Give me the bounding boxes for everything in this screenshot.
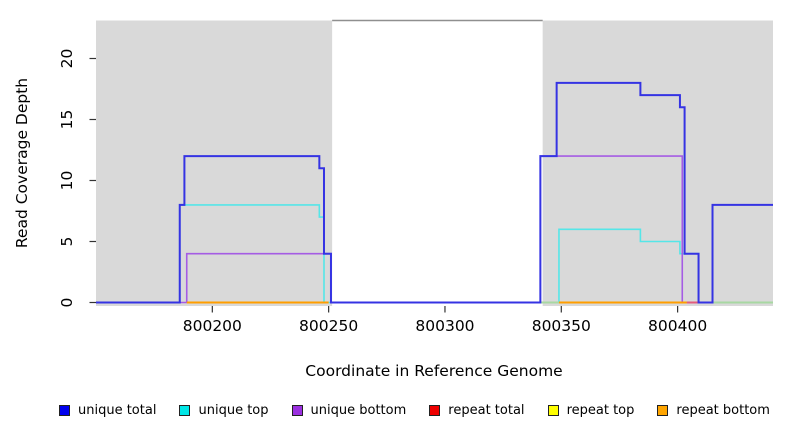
unique-total-swatch xyxy=(59,404,70,416)
y-tick-label: 10 xyxy=(58,171,76,191)
panel-left xyxy=(96,20,333,306)
legend-item-repeat-top: repeat top xyxy=(547,402,635,418)
plot-axes: 800200 800250 800300 800350 800400 0 5 10 15 20 xyxy=(58,49,707,335)
plot-panels xyxy=(96,19,773,306)
y-tick-label: 5 xyxy=(58,237,76,247)
unique-bottom-swatch xyxy=(291,404,303,416)
x-tick-label: 800300 xyxy=(415,317,474,335)
y-tick-label: 20 xyxy=(58,49,76,69)
unique-total-line xyxy=(96,81,773,304)
legend-label-unique-bottom: unique bottom xyxy=(310,402,407,418)
legend-label-unique-total: unique total xyxy=(78,402,157,418)
repeat-bottom-swatch xyxy=(657,404,669,416)
legend-label-repeat-bottom: repeat bottom xyxy=(676,402,770,418)
x-tick-label: 800400 xyxy=(648,317,707,335)
repeat-top-swatch xyxy=(547,404,559,416)
legend: unique total unique top unique bottom repea… xyxy=(0,399,792,421)
y-axis-label: Read Coverage Depth xyxy=(13,78,31,248)
legend-item-repeat-bottom: repeat bottom xyxy=(657,404,770,417)
legend-label-repeat-total: repeat total xyxy=(448,402,525,418)
legend-item-unique-total: unique total xyxy=(59,404,156,417)
x-axis-label: Coordinate in Reference Genome xyxy=(305,362,562,380)
repeat-total-swatch xyxy=(429,404,441,416)
legend-item-unique-top: unique top xyxy=(179,402,269,418)
x-tick-label: 800350 xyxy=(532,317,591,335)
panel-right xyxy=(542,20,773,306)
legend-label-repeat-top: repeat top xyxy=(566,402,635,418)
x-tick-label: 800200 xyxy=(183,317,242,335)
y-tick-label: 0 xyxy=(58,298,76,308)
plot-series xyxy=(96,81,773,304)
legend-item-unique-bottom: unique bottom xyxy=(291,402,407,418)
coverage-plot: 800200 800250 800300 800350 800400 0 5 10 15 20 R… xyxy=(13,19,773,380)
unique-top-swatch xyxy=(179,404,191,416)
x-tick-label: 800250 xyxy=(299,317,358,335)
legend-item-repeat-total: repeat total xyxy=(429,402,525,418)
legend-label-unique-top: unique top xyxy=(198,402,269,418)
y-tick-label: 15 xyxy=(58,110,76,130)
